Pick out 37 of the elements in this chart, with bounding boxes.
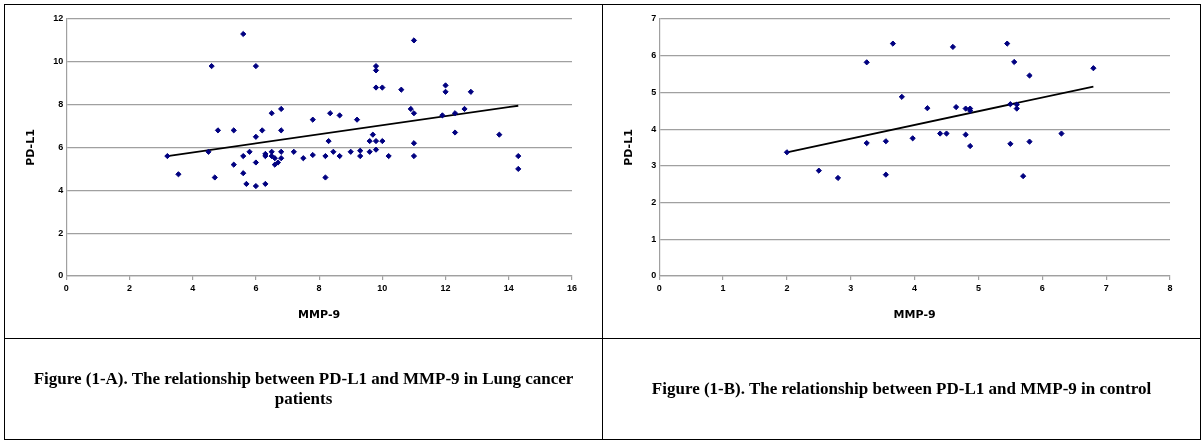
- y-tick-label: 5: [651, 86, 657, 97]
- y-tick-label: 8: [58, 99, 64, 110]
- x-tick-label: 6: [253, 282, 259, 293]
- x-tick-label: 12: [440, 282, 451, 293]
- x-tick-label: 6: [1039, 282, 1045, 293]
- y-axis-title: PD-L1: [24, 129, 38, 166]
- x-tick-label: 2: [784, 282, 790, 293]
- y-axis-title: PD-L1: [622, 129, 636, 166]
- x-tick-label: 1: [720, 282, 726, 293]
- y-tick-label: 6: [651, 50, 657, 61]
- y-tick-label: 2: [58, 227, 64, 238]
- x-tick-label: 8: [316, 282, 322, 293]
- x-tick-label: 10: [377, 282, 388, 293]
- text: Figure (1-B). The relationship between PD-L1 and MMP-9 in control: [650, 378, 1153, 400]
- y-tick-label: 4: [58, 184, 64, 195]
- y-tick-label: 12: [53, 13, 64, 24]
- x-tick-label: 2: [126, 282, 132, 293]
- x-tick-label: 4: [912, 282, 918, 293]
- y-tick-label: 2: [651, 197, 657, 208]
- text: Figure (1-A). The relationship between PD-L1 and MMP-9 in Lung cancer patients: [32, 368, 575, 410]
- y-tick-label: 10: [53, 56, 64, 67]
- y-tick-label: 3: [651, 160, 657, 171]
- y-tick-label: 4: [651, 123, 657, 134]
- x-tick-label: 14: [503, 282, 514, 293]
- x-tick-label: 5: [975, 282, 981, 293]
- y-tick-label: 0: [58, 270, 64, 281]
- y-tick-label: 6: [58, 141, 64, 152]
- y-tick-label: 1: [651, 233, 657, 244]
- x-tick-label: 3: [848, 282, 854, 293]
- x-axis-title: MMP-9: [893, 308, 936, 322]
- x-tick-label: 7: [1103, 282, 1109, 293]
- x-tick-label: 16: [566, 282, 578, 293]
- y-tick-label: 7: [651, 13, 657, 24]
- x-axis-title: MMP-9: [298, 308, 341, 322]
- x-tick-label: 4: [190, 282, 196, 293]
- x-tick-label: 8: [1167, 282, 1173, 293]
- y-tick-label: 0: [651, 270, 657, 281]
